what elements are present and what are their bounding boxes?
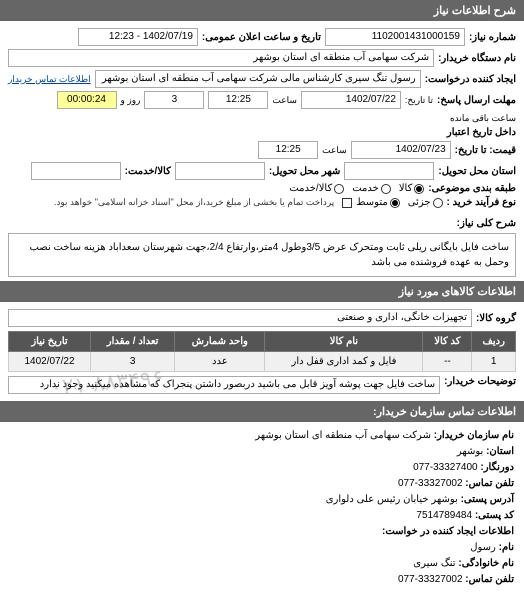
family-value: تنگ سیری (413, 558, 455, 569)
time-label-1: ساعت (272, 95, 297, 106)
goods-section-header: اطلاعات کالاهای مورد نیاز (0, 281, 524, 302)
category-label: طبقه بندی موضوعی: (428, 183, 516, 194)
delivery-city (175, 162, 265, 180)
table-cell: عدد (175, 352, 265, 372)
send-deadline-label: مهلت ارسال پاسخ: (437, 95, 516, 106)
opt-both: کالا/خدمت (289, 183, 332, 194)
header-form: شماره نیاز: 1102001431000159 تاریخ و ساع… (0, 21, 524, 215)
contact-section: نام سازمان خریدار: شرکت سهامی آب منطقه ا… (0, 422, 524, 594)
contact-link[interactable]: اطلاعات تماس خریدار (8, 74, 91, 85)
radio-med[interactable] (390, 198, 400, 208)
goods-group-value: تجهیزات خانگی، اداری و صنعتی (8, 309, 472, 327)
tel-label: تلفن تماس: (465, 478, 514, 489)
amount-value (31, 162, 121, 180)
goods-table: ردیفکد کالانام کالاواحد شمارشتعداد / مقد… (8, 331, 516, 372)
remain-time: 00:00:24 (57, 91, 117, 109)
fax-label: دورنگار: (480, 462, 514, 473)
radio-service[interactable] (381, 184, 391, 194)
announce-label: تاریخ و ساعت اعلان عمومی: (202, 32, 321, 43)
table-row: 1--فایل و کمد اداری قفل دارعدد31402/07/2… (9, 352, 516, 372)
name-value: رسول (470, 542, 496, 553)
org-label: نام سازمان خریدار: (434, 430, 514, 441)
buyer-note-text: ساخت فایل جهت پوشه آویز قابل می باشید در… (8, 376, 440, 394)
quote-time: 12:25 (258, 141, 318, 159)
table-header: واحد شمارش (175, 332, 265, 352)
delivery-place (344, 162, 434, 180)
creator-value: رسول تنگ سیری کارشناس مالی شرکت سهامی آب… (95, 70, 421, 88)
day-label: روز و (121, 95, 141, 106)
desc-text: ساخت فایل بایگانی ریلی ثابت ومتحرک عرض 3… (8, 233, 516, 277)
zip-value: 7514789484 (416, 510, 472, 521)
delivery-city-label: شهر محل تحویل: (269, 166, 341, 177)
radio-low[interactable] (433, 198, 443, 208)
category-radio-group: کالا خدمت کالا/خدمت (289, 183, 424, 194)
name-label: نام: (499, 542, 514, 553)
contact-section-header: اطلاعات تماس سازمان خریدار: (0, 401, 524, 422)
process-label: نوع فرآیند خرید : (447, 197, 516, 208)
prepay-note: پرداخت تمام یا بخشی از مبلغ خرید،از محل … (54, 197, 334, 208)
time-label-2: ساعت (322, 145, 347, 156)
quote-date: 1402/07/23 (351, 141, 451, 159)
req-number-value: 1102001431000159 (325, 28, 465, 46)
addr-value: بوشهر خیابان رئیس علی دلواری (326, 494, 458, 505)
opt-med: متوسط (356, 197, 387, 208)
announce-value: 1402/07/19 - 12:23 (78, 28, 198, 46)
radio-goods[interactable] (414, 184, 424, 194)
tel-value: 33327002-077 (398, 478, 463, 489)
family-label: نام خانوادگی: (458, 558, 514, 569)
send-time: 12:25 (208, 91, 268, 109)
buyer-name-value: شرکت سهامی آب منطقه ای استان بوشهر (8, 49, 434, 67)
table-cell: 1 (472, 352, 516, 372)
creator-label: ایجاد کننده درخواست: (425, 74, 516, 85)
org-value: شرکت سهامی آب منطقه ای استان بوشهر (255, 430, 431, 441)
zip-label: کد پستی: (475, 510, 514, 521)
valid-label: داخل تاریخ اعتبار (447, 127, 516, 138)
table-cell: 3 (90, 352, 174, 372)
table-header: ردیف (472, 332, 516, 352)
table-cell: 1402/07/22 (9, 352, 91, 372)
quote-label: قیمت: تا تاریخ: (455, 145, 516, 156)
req-number-label: شماره نیاز: (469, 32, 516, 43)
send-date: 1402/07/22 (301, 91, 401, 109)
table-header: نام کالا (265, 332, 423, 352)
goods-group-label: گروه کالا: (476, 313, 516, 324)
prov-label: استان: (486, 446, 514, 457)
ta-label-1: تا تاریخ: (405, 95, 433, 106)
table-cell: -- (423, 352, 472, 372)
buyer-note-label: توضیحات خریدار: (444, 376, 516, 387)
opt-goods: کالا (399, 183, 413, 194)
prov-value: بوشهر (457, 446, 483, 457)
table-header: تعداد / مقدار (90, 332, 174, 352)
addr-label: آدرس پستی: (461, 494, 514, 505)
desc-label: شرح کلی نیاز: (457, 218, 516, 229)
amount-label: کالا/خدمت: (125, 166, 171, 177)
opt-low: جزئی (408, 197, 431, 208)
remain-label: ساعت باقی مانده (450, 113, 516, 124)
table-header: کد کالا (423, 332, 472, 352)
table-header: تاریخ نیاز (9, 332, 91, 352)
creator-info-label: اطلاعات ایجاد کننده در خواست: (382, 526, 514, 537)
info-section-header: شرح اطلاعات نیاز (0, 0, 524, 21)
fax-value: 33327400-077 (413, 462, 478, 473)
table-cell: فایل و کمد اداری قفل دار (265, 352, 423, 372)
remain-days: 3 (144, 91, 204, 109)
buyer-name-label: نام دستگاه خریدار: (438, 53, 516, 64)
process-radio-group: جزئی متوسط (356, 197, 442, 208)
opt-service: خدمت (352, 183, 379, 194)
prepay-checkbox[interactable] (342, 198, 352, 208)
radio-both[interactable] (334, 184, 344, 194)
delivery-place-label: استان محل تحویل: (438, 166, 516, 177)
